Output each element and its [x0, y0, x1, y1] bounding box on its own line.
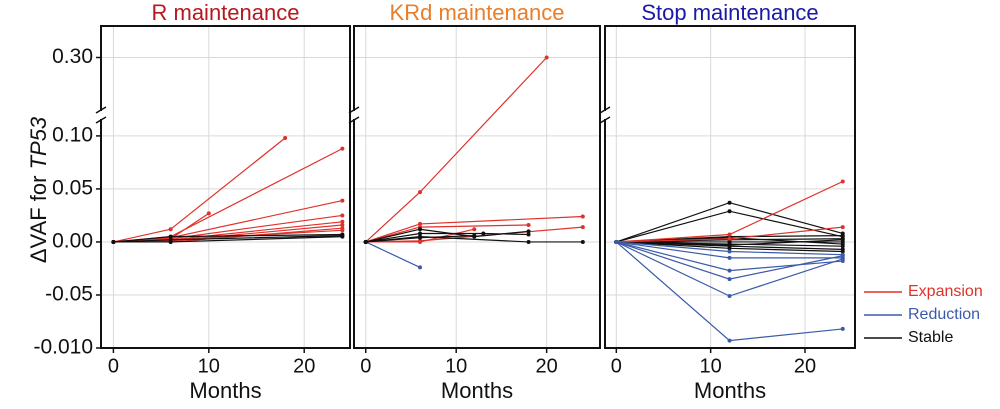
x-tick-label: 10: [198, 355, 220, 377]
y-axis-label: ΔVAF for TP53: [26, 116, 51, 263]
data-point: [526, 232, 531, 237]
axis-break-mark: [348, 116, 360, 124]
panel-frame: [604, 25, 856, 349]
panel-frame: [353, 25, 601, 349]
x-tick-label: 0: [360, 355, 371, 377]
data-point: [727, 268, 732, 273]
data-point: [340, 219, 345, 224]
panel-title: R maintenance: [152, 0, 300, 25]
legend-label: Stable: [908, 329, 953, 346]
x-tick-label: 20: [536, 355, 558, 377]
x-tick-label: 10: [700, 355, 722, 377]
data-point: [283, 136, 288, 141]
data-point: [544, 55, 549, 60]
data-point: [727, 209, 732, 214]
data-point: [111, 239, 116, 244]
series-line: [365, 232, 529, 243]
data-point: [340, 213, 345, 218]
data-point: [727, 255, 732, 260]
panel-frame: [100, 25, 351, 349]
x-axis-label: Months: [189, 378, 261, 403]
data-point: [840, 326, 845, 331]
axis-break-gap: [351, 111, 357, 119]
data-point: [168, 239, 173, 244]
data-point: [363, 239, 368, 244]
y-tick-label: -0.010: [33, 336, 93, 359]
data-point: [580, 214, 585, 219]
y-label-gene: TP53: [26, 116, 51, 169]
y-tick-label: 0.30: [52, 45, 93, 68]
data-point: [840, 233, 845, 238]
data-point: [168, 234, 173, 239]
axis-break-mark: [348, 106, 360, 114]
data-point: [580, 239, 585, 244]
data-point: [418, 231, 423, 236]
x-tick-label: 0: [108, 355, 119, 377]
y-label-text: ΔVAF for: [26, 176, 51, 264]
data-point: [526, 222, 531, 227]
data-point: [340, 234, 345, 239]
data-point: [840, 256, 845, 261]
data-point: [418, 190, 423, 195]
data-point: [840, 242, 845, 247]
y-tick-label: 0.10: [52, 123, 93, 146]
data-point: [840, 237, 845, 242]
data-point: [727, 249, 732, 254]
data-point: [418, 239, 423, 244]
data-point: [727, 246, 732, 251]
data-point: [340, 222, 345, 227]
panel-title: Stop maintenance: [641, 0, 818, 25]
legend-label: Expansion: [908, 283, 983, 300]
data-point: [840, 253, 845, 258]
data-point: [840, 249, 845, 254]
data-point: [481, 231, 486, 236]
data-point: [340, 198, 345, 203]
data-point: [727, 236, 732, 241]
data-point: [840, 179, 845, 184]
panel-title: KRd maintenance: [390, 0, 565, 25]
axis-break-mark: [95, 116, 107, 124]
y-tick-label: 0.00: [52, 230, 93, 253]
x-tick-label: 20: [794, 355, 816, 377]
data-point: [418, 221, 423, 226]
data-point: [418, 227, 423, 232]
x-axis-label: Months: [441, 378, 513, 403]
data-point: [727, 243, 732, 248]
data-point: [526, 239, 531, 244]
data-point: [526, 229, 531, 234]
axis-break-mark: [599, 106, 611, 114]
data-point: [168, 227, 173, 232]
data-point: [206, 211, 211, 216]
x-axis-label: Months: [694, 378, 766, 403]
data-point: [840, 225, 845, 230]
data-point: [727, 338, 732, 343]
data-point: [727, 294, 732, 299]
data-point: [340, 228, 345, 233]
x-tick-label: 0: [611, 355, 622, 377]
data-point: [472, 227, 477, 232]
data-point: [580, 225, 585, 230]
x-tick-label: 10: [445, 355, 467, 377]
axis-break-mark: [599, 116, 611, 124]
series-line: [365, 241, 421, 268]
y-tick-label: 0.05: [52, 176, 93, 199]
data-point: [340, 146, 345, 151]
axis-break-gap: [98, 111, 104, 119]
data-point: [614, 239, 619, 244]
data-point: [472, 233, 477, 238]
data-point: [418, 235, 423, 240]
data-point: [727, 232, 732, 237]
x-tick-label: 20: [293, 355, 315, 377]
data-point: [727, 200, 732, 205]
legend-label: Reduction: [908, 306, 980, 323]
y-tick-label: -0.05: [45, 283, 93, 306]
axis-break-gap: [602, 111, 608, 119]
data-point: [418, 265, 423, 270]
axis-break-mark: [95, 106, 107, 114]
data-point: [727, 277, 732, 282]
